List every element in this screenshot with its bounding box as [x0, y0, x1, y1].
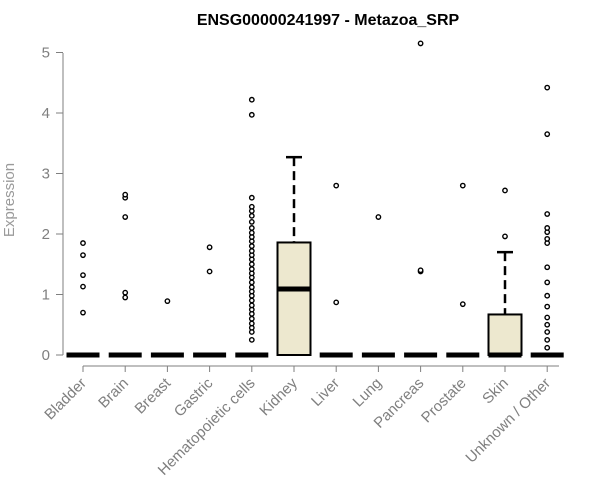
- outlier-point: [122, 214, 129, 220]
- x-tick-label: Lung: [350, 375, 386, 411]
- outlier-point: [248, 111, 255, 118]
- outlier-point: [544, 264, 551, 271]
- outlier-point: [544, 314, 551, 321]
- outlier-point: [248, 212, 255, 219]
- outlier-point: [248, 297, 255, 304]
- outlier-point: [80, 272, 86, 279]
- outlier-point: [459, 301, 466, 308]
- outlier-point: [80, 240, 86, 246]
- y-ticks: 0 1 2 3 4 5: [42, 45, 63, 364]
- y-axis-label: Expression: [1, 163, 18, 237]
- outlier-point: [544, 235, 551, 242]
- y-tick-label: 4: [42, 105, 50, 122]
- outlier-point: [417, 40, 424, 47]
- boxes-group: [66, 40, 564, 358]
- outlier-point: [80, 252, 86, 259]
- box-hematopoietic-cells: [235, 96, 269, 358]
- outlier-point: [122, 294, 129, 301]
- outlier-point: [248, 320, 255, 327]
- box-pancreas: [404, 40, 438, 358]
- outlier-point: [544, 329, 551, 335]
- outlier-point: [248, 261, 255, 268]
- y-tick-label: 0: [42, 347, 50, 364]
- x-tick-label: Brain: [95, 375, 132, 412]
- outlier-point: [80, 309, 86, 316]
- x-tick-label: Kidney: [256, 374, 301, 419]
- x-tick-label: Bladder: [41, 375, 90, 424]
- outlier-point: [544, 344, 551, 351]
- outlier-point: [248, 336, 255, 343]
- outlier-point: [248, 266, 255, 272]
- outlier-point: [248, 194, 255, 201]
- y-tick-label: 3: [42, 166, 50, 183]
- box-lung: [361, 214, 395, 358]
- x-tick-label: Liver: [308, 375, 343, 410]
- chart-title: ENSG00000241997 - Metazoa_SRP: [197, 12, 460, 29]
- outlier-point: [122, 289, 129, 296]
- outlier-point: [375, 214, 382, 220]
- box-kidney: [276, 155, 312, 356]
- x-tick-label: Prostate: [418, 375, 470, 427]
- y-tick-label: 2: [42, 226, 50, 243]
- outlier-point: [544, 321, 551, 328]
- outlier-point: [544, 211, 551, 217]
- outlier-point: [333, 182, 340, 189]
- outlier-point: [248, 225, 255, 231]
- box-gastric: [193, 244, 227, 358]
- box-brain: [108, 191, 142, 358]
- outlier-point: [544, 279, 551, 286]
- outlier-point: [248, 218, 255, 225]
- outlier-point: [248, 229, 255, 236]
- outlier-point: [248, 284, 255, 291]
- y-tick-label: 5: [42, 45, 50, 62]
- outlier-point: [544, 292, 551, 299]
- box-skin: [487, 187, 523, 358]
- outlier-point: [502, 187, 508, 194]
- box-breast: [150, 298, 184, 358]
- outlier-point: [544, 225, 551, 231]
- box-unknown-other: [530, 84, 564, 358]
- outlier-point: [248, 279, 255, 286]
- outlier-point: [333, 299, 340, 306]
- outlier-point: [122, 191, 129, 198]
- outlier-point: [248, 243, 255, 250]
- outlier-point: [248, 302, 255, 309]
- box-prostate: [446, 182, 480, 358]
- box-body: [487, 313, 523, 356]
- outlier-point: [502, 233, 508, 240]
- x-tick-label: Breast: [132, 374, 175, 417]
- outlier-point: [544, 336, 551, 343]
- outlier-point: [544, 303, 551, 310]
- box-bladder: [66, 240, 100, 358]
- outlier-point: [248, 203, 255, 210]
- outlier-point: [248, 248, 255, 254]
- outlier-point: [544, 84, 551, 91]
- outlier-point: [417, 267, 424, 274]
- box-liver: [319, 182, 353, 358]
- outlier-point: [206, 244, 213, 251]
- box-body: [276, 241, 312, 356]
- outlier-point: [248, 315, 255, 322]
- outlier-point: [459, 182, 466, 189]
- outlier-point: [80, 283, 86, 290]
- outlier-point: [164, 298, 171, 305]
- outlier-point: [206, 268, 213, 275]
- outlier-point: [248, 96, 255, 103]
- outlier-point: [544, 131, 551, 138]
- x-tick-label: Skin: [479, 375, 512, 408]
- y-tick-label: 1: [42, 287, 50, 304]
